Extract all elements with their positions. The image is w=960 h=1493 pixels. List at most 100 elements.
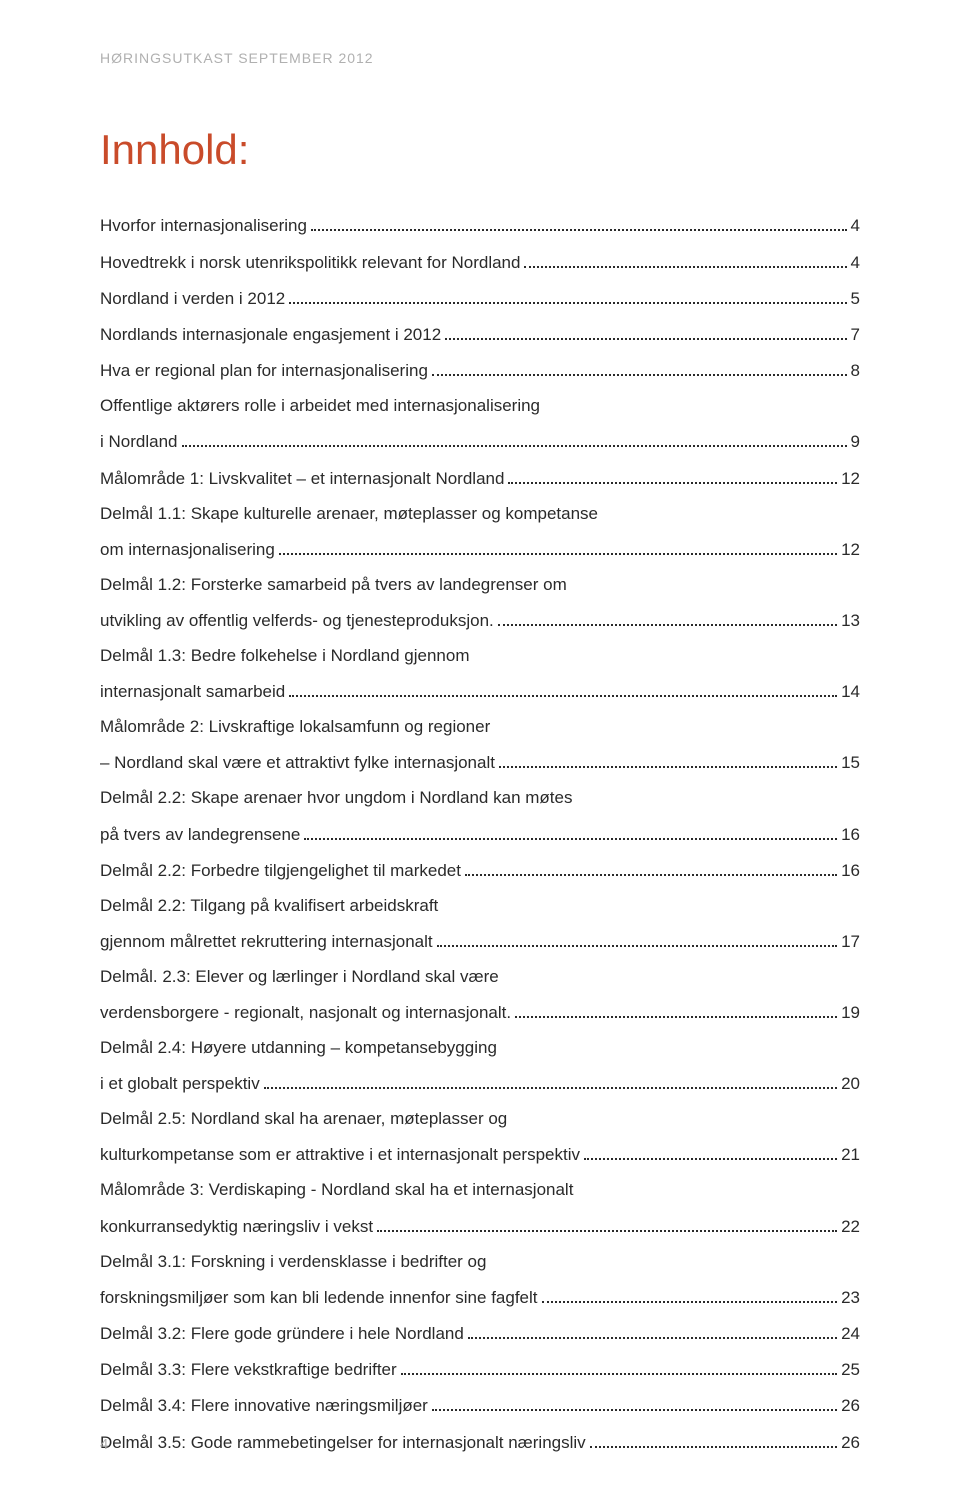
toc-leader-dots: [524, 250, 846, 267]
toc-entry-label: utvikling av offentlig velferds- og tjen…: [100, 610, 494, 633]
toc-leader-dots: [542, 1285, 838, 1302]
toc-entry-line: Målområde 3: Verdiskaping - Nordland ska…: [100, 1179, 860, 1202]
toc-leader-dots: [264, 1072, 837, 1089]
toc-entry-label: Delmål 3.3: Flere vekstkraftige bedrifte…: [100, 1359, 397, 1382]
toc-entry-line: Målområde 2: Livskraftige lokalsamfunn o…: [100, 716, 860, 739]
toc-entry: kulturkompetanse som er attraktive i et …: [100, 1143, 860, 1167]
toc-entry-line: Delmål 2.5: Nordland skal ha arenaer, mø…: [100, 1108, 860, 1131]
table-of-contents: Hvorfor internasjonalisering 4 Hovedtrekk …: [100, 214, 860, 1455]
toc-entry-line: Offentlige aktørers rolle i arbeidet med…: [100, 395, 860, 418]
toc-entry: Nordlands internasjonale engasjement i 2…: [100, 323, 860, 347]
toc-entry-page: 23: [841, 1287, 860, 1310]
toc-entry: på tvers av landegrensene 16: [100, 822, 860, 846]
toc-entry-label: kulturkompetanse som er attraktive i et …: [100, 1144, 580, 1167]
toc-entry-line: Delmål 2.4: Høyere utdanning – kompetans…: [100, 1037, 860, 1060]
toc-entry: forskningsmiljøer som kan bli ledende in…: [100, 1285, 860, 1309]
toc-entry-page: 9: [851, 431, 860, 454]
toc-entry-page: 26: [841, 1395, 860, 1418]
toc-entry-page: 26: [841, 1432, 860, 1455]
toc-entry: verdensborgere - regionalt, nasjonalt og…: [100, 1001, 860, 1025]
toc-entry-line: Delmål 2.2: Tilgang på kvalifisert arbei…: [100, 895, 860, 918]
toc-entry-page: 19: [841, 1002, 860, 1025]
toc-entry-page: 14: [841, 681, 860, 704]
toc-entry: utvikling av offentlig velferds- og tjen…: [100, 609, 860, 633]
toc-leader-dots: [304, 822, 837, 839]
toc-entry-line: Delmål. 2.3: Elever og lærlinger i Nordl…: [100, 966, 860, 989]
toc-entry-label: Hva er regional plan for internasjonalis…: [100, 360, 428, 383]
toc-entry-label: Hvorfor internasjonalisering: [100, 215, 307, 238]
toc-entry-label: Delmål 2.2: Forbedre tilgjengelighet til…: [100, 860, 461, 883]
toc-entry-label: Hovedtrekk i norsk utenrikspolitikk rele…: [100, 252, 520, 275]
toc-leader-dots: [515, 1001, 837, 1018]
toc-leader-dots: [465, 858, 837, 875]
toc-entry-line: Delmål 1.3: Bedre folkehelse i Nordland …: [100, 645, 860, 668]
toc-entry-page: 5: [851, 288, 860, 311]
toc-entry: Hva er regional plan for internasjonalis…: [100, 359, 860, 383]
toc-entry-label: Delmål 3.5: Gode rammebetingelser for in…: [100, 1432, 586, 1455]
toc-leader-dots: [584, 1143, 837, 1160]
toc-entry-label: i et globalt perspektiv: [100, 1073, 260, 1096]
toc-entry-label: internasjonalt samarbeid: [100, 681, 285, 704]
page-number: 4: [100, 1436, 108, 1453]
toc-entry-label: forskningsmiljøer som kan bli ledende in…: [100, 1287, 538, 1310]
toc-entry-label: Delmål 3.4: Flere innovative næringsmilj…: [100, 1395, 428, 1418]
toc-entry-page: 24: [841, 1323, 860, 1346]
toc-entry: i Nordland 9: [100, 430, 860, 454]
toc-entry-line: Delmål 3.1: Forskning i verdensklasse i …: [100, 1251, 860, 1274]
toc-leader-dots: [401, 1358, 837, 1375]
toc-entry: Delmål 3.2: Flere gode gründere i hele N…: [100, 1322, 860, 1346]
toc-leader-dots: [289, 286, 846, 303]
toc-entry-label: konkurransedyktig næringsliv i vekst: [100, 1216, 373, 1239]
toc-leader-dots: [590, 1430, 837, 1447]
toc-leader-dots: [498, 609, 837, 626]
toc-entry: Delmål 3.5: Gode rammebetingelser for in…: [100, 1430, 860, 1454]
toc-entry: om internasjonalisering 12: [100, 538, 860, 562]
toc-leader-dots: [437, 930, 837, 947]
toc-entry-label: på tvers av landegrensene: [100, 824, 300, 847]
toc-entry: i et globalt perspektiv20: [100, 1072, 860, 1096]
toc-entry-line: Delmål 2.2: Skape arenaer hvor ungdom i …: [100, 787, 860, 810]
toc-entry-page: 16: [841, 860, 860, 883]
toc-leader-dots: [432, 1394, 837, 1411]
toc-entry-label: Nordlands internasjonale engasjement i 2…: [100, 324, 441, 347]
toc-entry: Delmål 3.4: Flere innovative næringsmilj…: [100, 1394, 860, 1418]
toc-entry-page: 22: [841, 1216, 860, 1239]
document-page: HØRINGSUTKAST SEPTEMBER 2012 Innhold: Hv…: [0, 0, 960, 1493]
toc-entry: Målområde 1: Livskvalitet – et internasj…: [100, 466, 860, 490]
toc-entry-page: 12: [841, 468, 860, 491]
toc-leader-dots: [279, 538, 837, 555]
running-header: HØRINGSUTKAST SEPTEMBER 2012: [100, 50, 860, 66]
toc-entry: internasjonalt samarbeid 14: [100, 680, 860, 704]
toc-entry: – Nordland skal være et attraktivt fylke…: [100, 751, 860, 775]
toc-leader-dots: [468, 1322, 837, 1339]
toc-leader-dots: [377, 1214, 837, 1231]
toc-entry: gjennom målrettet rekruttering internasj…: [100, 930, 860, 954]
toc-entry-page: 15: [841, 752, 860, 775]
toc-entry: konkurransedyktig næringsliv i vekst 22: [100, 1214, 860, 1238]
toc-leader-dots: [182, 430, 847, 447]
toc-entry-line: Delmål 1.1: Skape kulturelle arenaer, mø…: [100, 503, 860, 526]
toc-entry-label: Målområde 1: Livskvalitet – et internasj…: [100, 468, 504, 491]
toc-leader-dots: [499, 751, 837, 768]
toc-entry: Hovedtrekk i norsk utenrikspolitikk rele…: [100, 250, 860, 274]
toc-entry: Delmål 2.2: Forbedre tilgjengelighet til…: [100, 858, 860, 882]
toc-leader-dots: [445, 323, 846, 340]
toc-entry-page: 25: [841, 1359, 860, 1382]
toc-entry-page: 4: [851, 215, 860, 238]
toc-entry-page: 17: [841, 931, 860, 954]
toc-entry: Hvorfor internasjonalisering 4: [100, 214, 860, 238]
page-title: Innhold:: [100, 126, 860, 174]
toc-entry-label: Delmål 3.2: Flere gode gründere i hele N…: [100, 1323, 464, 1346]
toc-leader-dots: [508, 466, 837, 483]
toc-entry: Nordland i verden i 20125: [100, 286, 860, 310]
toc-entry-label: i Nordland: [100, 431, 178, 454]
toc-entry-page: 16: [841, 824, 860, 847]
toc-entry-label: – Nordland skal være et attraktivt fylke…: [100, 752, 495, 775]
toc-entry-page: 4: [851, 252, 860, 275]
toc-entry-label: gjennom målrettet rekruttering internasj…: [100, 931, 433, 954]
toc-entry-label: om internasjonalisering: [100, 539, 275, 562]
toc-entry-label: verdensborgere - regionalt, nasjonalt og…: [100, 1002, 511, 1025]
toc-entry: Delmål 3.3: Flere vekstkraftige bedrifte…: [100, 1358, 860, 1382]
toc-entry-page: 12: [841, 539, 860, 562]
toc-leader-dots: [432, 359, 847, 376]
